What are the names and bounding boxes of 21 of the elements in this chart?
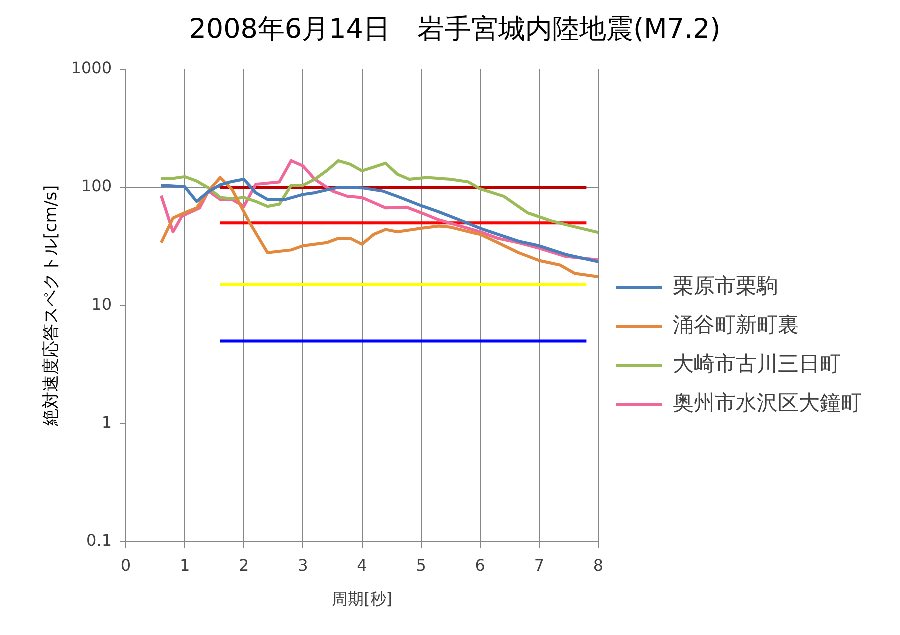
chart-title: 2008年6月14日 岩手宮城内陸地震(M7.2) <box>189 14 721 46</box>
y-tick-label: 10 <box>92 294 112 314</box>
x-tick-label: 1 <box>180 556 190 575</box>
x-tick-label: 8 <box>593 556 604 575</box>
legend-label: 栗原市栗駒 <box>673 274 778 298</box>
x-tick-label: 7 <box>534 556 545 575</box>
x-tick-label: 2 <box>239 556 250 575</box>
y-tick-label: 1000 <box>71 58 112 78</box>
legend-label: 奥州市水沢区大鐘町 <box>673 390 862 415</box>
y-tick-label: 1 <box>102 413 112 432</box>
x-tick-label: 4 <box>357 556 368 575</box>
y-tick-label: 0.1 <box>86 531 112 550</box>
x-tick-label: 3 <box>298 556 308 575</box>
legend-label: 大崎市古川三日町 <box>673 352 841 376</box>
y-tick-label: 100 <box>81 176 112 196</box>
x-tick-label: 5 <box>416 556 426 575</box>
x-axis-title: 周期[秒] <box>332 590 392 609</box>
x-tick-label: 6 <box>475 556 486 575</box>
x-tick-label: 0 <box>120 556 132 575</box>
legend-label: 涌谷町新町裏 <box>673 312 799 337</box>
y-axis-title: 絶対速度応答スペクトル[cm/s] <box>42 185 62 428</box>
